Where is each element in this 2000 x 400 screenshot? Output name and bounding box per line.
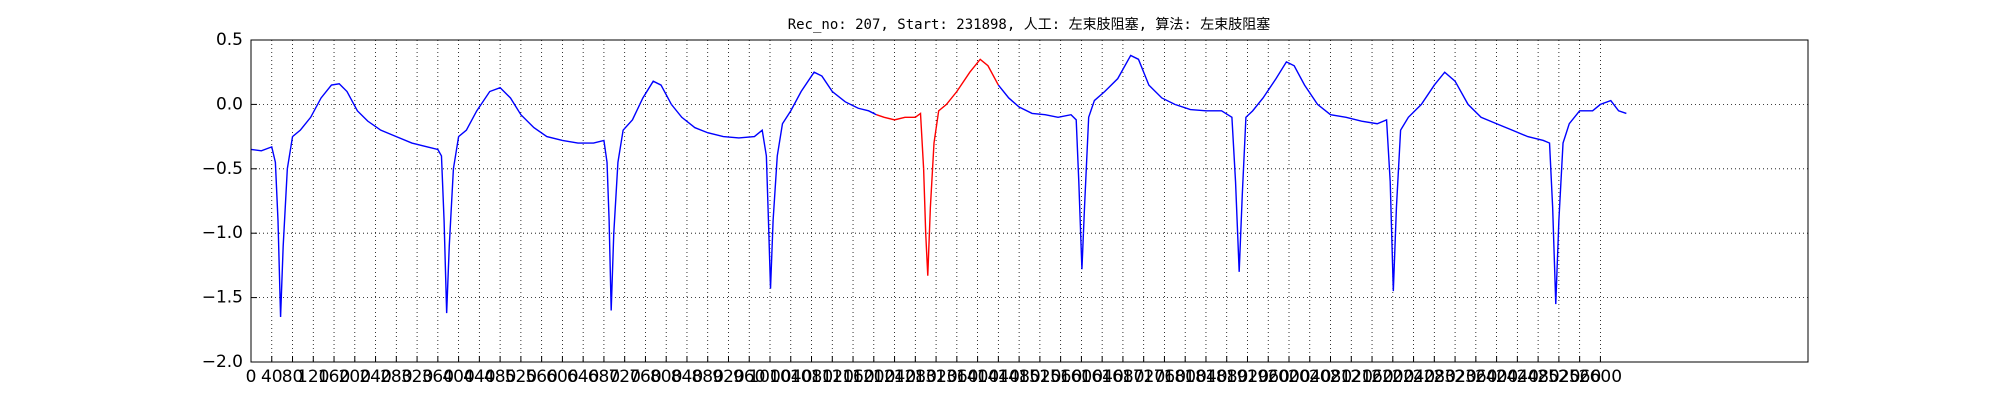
chart-title: Rec_no: 207, Start: 231898, 人工: 左束肢阻塞, 算… — [788, 16, 1271, 33]
x-tick-label: 1000 — [748, 367, 791, 387]
y-tick-label: 0.5 — [216, 30, 243, 50]
y-tick-label: 0.0 — [216, 94, 243, 114]
x-tick-label: 2560 — [1558, 367, 1601, 387]
x-tick-label: 400 — [442, 367, 474, 387]
ecg-line — [876, 58, 999, 276]
ecg-line — [250, 54, 1627, 317]
x-tick-label: 1080 — [790, 367, 833, 387]
x-tick-label: 2240 — [1392, 367, 1435, 387]
x-tick-label: 480 — [484, 367, 516, 387]
x-tick-label: 760 — [629, 367, 661, 387]
x-tick-label: 520 — [505, 367, 537, 387]
x-tick-label: 1240 — [873, 367, 916, 387]
x-tick-label: 1960 — [1247, 367, 1290, 387]
x-tick-label: 2400 — [1475, 367, 1518, 387]
x-tick-label: 2160 — [1350, 367, 1393, 387]
x-tick-label: 1680 — [1101, 367, 1144, 387]
x-tick-label: 440 — [463, 367, 495, 387]
x-tick-label: 2520 — [1537, 367, 1580, 387]
x-tick-label: 2360 — [1454, 367, 1497, 387]
x-tick-label: 1840 — [1184, 367, 1227, 387]
x-tick-label: 1160 — [831, 367, 874, 387]
x-tick-label: 1720 — [1122, 367, 1165, 387]
x-tick-label: 80 — [282, 367, 304, 387]
x-tick-label: 2440 — [1496, 367, 1539, 387]
x-tick-label: 120 — [297, 367, 329, 387]
x-tick-label: 1920 — [1226, 367, 1269, 387]
x-tick-label: 2080 — [1309, 367, 1352, 387]
y-tick-label: −2.0 — [202, 352, 243, 372]
y-tick-label: −0.5 — [202, 159, 243, 179]
x-tick-label: 280 — [380, 367, 412, 387]
x-tick-label: 800 — [650, 367, 682, 387]
x-tick-label: 1200 — [852, 367, 895, 387]
y-tick-label: −1.5 — [202, 288, 243, 308]
x-tick-label: 240 — [359, 367, 391, 387]
x-tick-label: 1520 — [1018, 367, 1061, 387]
x-tick-label: 1280 — [894, 367, 937, 387]
x-tick-label: 1400 — [956, 367, 999, 387]
x-tick-label: 1120 — [811, 367, 854, 387]
x-tick-label: 160 — [318, 367, 350, 387]
x-tick-label: 920 — [712, 367, 744, 387]
x-tick-label: 2040 — [1288, 367, 1331, 387]
x-tick-label: 1320 — [914, 367, 957, 387]
x-tick-label: 2600 — [1579, 367, 1622, 387]
x-tick-label: 600 — [546, 367, 578, 387]
x-tick-label: 320 — [401, 367, 433, 387]
x-tick-label: 2480 — [1516, 367, 1559, 387]
x-tick-label: 840 — [671, 367, 703, 387]
x-tick-label: 1640 — [1081, 367, 1124, 387]
x-tick-label: 200 — [339, 367, 371, 387]
x-tick-label: 680 — [588, 367, 620, 387]
x-tick-label: 1360 — [935, 367, 978, 387]
x-tick-label: 1600 — [1060, 367, 1103, 387]
x-tick-label: 1040 — [769, 367, 812, 387]
x-tick-label: 640 — [567, 367, 599, 387]
x-tick-label: 40 — [261, 367, 283, 387]
x-tick-label: 2200 — [1371, 367, 1414, 387]
plot-frame — [250, 39, 1809, 363]
y-tick-label: −1.0 — [202, 223, 243, 243]
x-tick-label: 1440 — [977, 367, 1020, 387]
x-tick-label: 880 — [691, 367, 723, 387]
x-tick-label: 1480 — [997, 367, 1040, 387]
x-tick-label: 1560 — [1039, 367, 1082, 387]
x-tick-label: 1800 — [1164, 367, 1207, 387]
x-tick-label: 0 — [246, 367, 257, 387]
x-tick-label: 2280 — [1413, 367, 1456, 387]
x-tick-label: 360 — [422, 367, 454, 387]
x-tick-label: 1760 — [1143, 367, 1186, 387]
x-tick-label: 2120 — [1330, 367, 1373, 387]
x-tick-label: 720 — [608, 367, 640, 387]
x-tick-label: 2320 — [1433, 367, 1476, 387]
x-tick-label: 560 — [525, 367, 557, 387]
x-tick-label: 1880 — [1205, 367, 1248, 387]
x-tick-label: 2000 — [1267, 367, 1310, 387]
x-tick-label: 960 — [733, 367, 765, 387]
